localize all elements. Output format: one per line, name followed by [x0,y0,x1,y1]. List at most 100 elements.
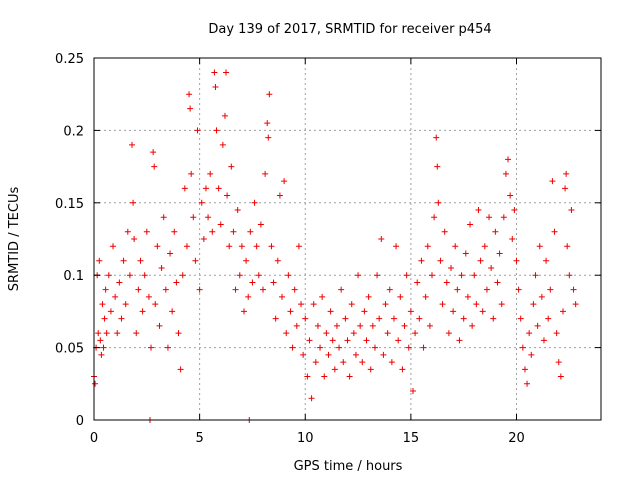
data-point [262,170,269,177]
data-point [200,236,207,242]
data-point [511,207,518,214]
data-point [467,221,474,228]
data-point [253,243,260,250]
data-point [390,315,397,322]
data-point [479,308,486,315]
data-point [458,272,465,279]
data-point [99,301,106,308]
grid [94,58,601,420]
data-point [310,301,317,308]
data-point [559,308,566,315]
data-point [441,228,448,235]
data-point [236,272,243,279]
data-point [266,91,273,98]
data-point [148,344,155,351]
data-point [162,286,169,293]
data-point [105,272,112,279]
data-point [167,250,174,257]
data-point [401,322,408,329]
data-point [564,243,571,250]
data-point [260,286,266,293]
data-point [327,308,334,315]
data-point [135,286,142,293]
data-point [175,330,182,337]
data-point [98,351,105,358]
data-point [302,315,309,322]
data-point [223,69,230,76]
data-point [308,395,315,402]
data-point [160,214,167,221]
data-point [513,257,520,264]
data-point [96,257,103,264]
data-point [143,228,150,235]
x-tick-label: 15 [403,431,420,446]
data-point [314,322,321,329]
data-point [92,380,99,387]
data-point [173,279,180,286]
data-point [181,185,188,192]
data-point [517,315,524,322]
data-point [407,308,414,315]
data-point [409,388,416,395]
data-point [494,279,501,286]
data-point [403,272,410,279]
y-tick-label: 0.25 [55,52,84,67]
data-point [285,272,292,279]
data-point [505,156,512,163]
data-point [298,301,305,308]
data-point [131,236,138,242]
data-point [481,243,488,250]
y-axis-label: SRMTID / TECUs [7,187,22,292]
data-point [295,243,302,250]
data-point [475,207,482,214]
data-point [209,228,216,235]
y-tick-label: 0.1 [63,269,84,284]
data-point [371,344,378,351]
data-point [382,301,389,308]
data-point [416,315,423,322]
data-point [545,315,552,322]
data-point [240,308,247,315]
data-point [355,272,362,279]
data-point [224,192,231,199]
data-point [418,257,425,264]
data-point [526,330,533,337]
data-point [450,308,457,315]
data-point [196,286,203,293]
data-point [255,272,262,279]
data-point [422,293,429,300]
data-point [211,69,218,76]
data-point [156,322,163,329]
data-point [502,170,509,177]
data-point [283,330,290,337]
data-point [348,301,355,308]
data-point [321,373,328,380]
data-point [538,293,545,300]
data-point [540,337,547,344]
data-point [469,322,476,329]
data-point [483,286,490,293]
data-point [306,337,313,344]
data-point [342,315,349,322]
data-point [434,163,441,170]
data-point [101,315,108,322]
data-point [424,243,431,250]
data-point [130,199,137,206]
data-point [270,279,277,286]
data-point [213,127,220,134]
data-point [543,257,550,264]
data-point [384,330,391,337]
data-point [323,330,330,337]
data-point [268,243,275,250]
data-point [112,293,119,300]
data-point [272,315,279,322]
data-point [329,337,336,344]
data-point [572,301,579,308]
data-point [177,366,184,373]
data-point [507,192,514,199]
data-point [120,257,127,264]
data-point [228,163,235,170]
data-point [473,301,480,308]
x-tick-label: 20 [508,431,525,446]
data-point [488,264,495,271]
